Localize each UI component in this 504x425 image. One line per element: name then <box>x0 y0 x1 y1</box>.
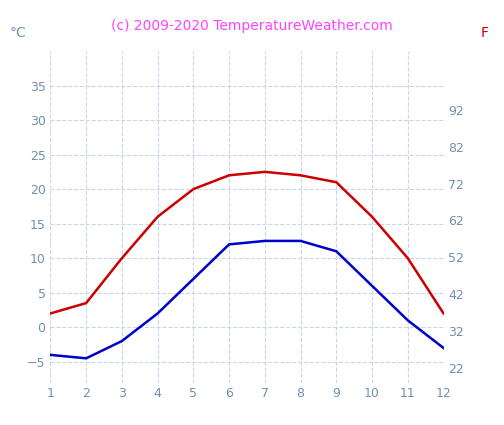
Text: (c) 2009-2020 TemperatureWeather.com: (c) 2009-2020 TemperatureWeather.com <box>111 19 393 33</box>
Text: F: F <box>481 26 489 40</box>
Text: °C: °C <box>10 26 27 40</box>
